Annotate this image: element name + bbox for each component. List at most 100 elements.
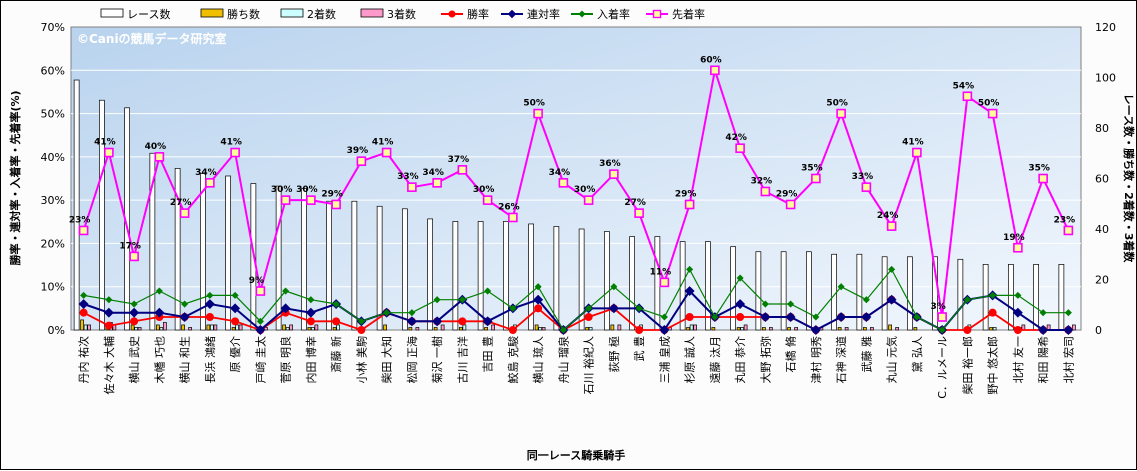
plot-area — [70, 26, 1082, 331]
right-tick-label: 40 — [1095, 223, 1109, 236]
category-label: 野中 悠太郎 — [986, 336, 1000, 395]
bar — [83, 324, 88, 331]
bar — [275, 185, 282, 331]
right-axis-ticks: 0 20 40 60 80 100 120 — [1095, 21, 1116, 337]
left-tick-label: 40% — [41, 151, 65, 164]
data-label: 41% — [902, 138, 924, 148]
series-marker — [988, 308, 997, 317]
bar — [528, 223, 534, 331]
bar — [351, 200, 358, 331]
bar — [181, 324, 185, 331]
data-label-layer: 23%41%17%40%27%34%41%9%30% 30% 29%39%41%33… — [69, 55, 1075, 312]
bar — [837, 327, 842, 331]
right-tick-label: 60 — [1095, 173, 1109, 186]
series-marker — [659, 325, 670, 335]
bar — [80, 319, 84, 331]
bar — [957, 258, 964, 331]
category-label: 小林 美駒 — [354, 336, 368, 384]
series-marker — [962, 91, 973, 102]
series-marker — [660, 313, 668, 321]
bar — [907, 256, 913, 331]
left-tick-label: 10% — [41, 281, 65, 294]
series-marker — [130, 317, 139, 326]
bar — [913, 327, 918, 331]
series-marker — [760, 312, 771, 322]
series-marker — [736, 313, 745, 322]
bar — [440, 324, 445, 331]
bar — [408, 327, 413, 331]
series-marker — [331, 199, 341, 210]
series-marker — [256, 317, 264, 325]
series-marker — [1038, 325, 1049, 335]
bar — [617, 324, 622, 331]
series-marker — [129, 251, 139, 262]
data-label: 33% — [852, 172, 874, 182]
series-marker — [1013, 326, 1022, 334]
legend-marker — [507, 9, 517, 19]
series-marker — [129, 307, 140, 318]
legend-swatch — [100, 8, 124, 18]
bar — [769, 327, 773, 331]
series-marker — [406, 316, 417, 327]
series-marker — [810, 325, 821, 335]
series-marker — [332, 300, 340, 308]
bar — [881, 256, 888, 331]
watermark: ©Caniの競馬データ研究室 — [77, 31, 227, 46]
series-marker — [761, 300, 769, 308]
series-marker — [432, 316, 443, 327]
bar — [1008, 264, 1014, 331]
category-label: 鮫島 克駿 — [506, 336, 520, 384]
category-label: 丸山 元気 — [885, 336, 899, 384]
category-label: 石神 深道 — [834, 336, 848, 384]
series-marker — [155, 287, 163, 295]
category-label: 柴田 大知 — [380, 336, 394, 384]
series-marker — [231, 291, 239, 299]
bar — [541, 327, 546, 331]
series-marker — [484, 287, 492, 295]
series-marker — [1038, 173, 1048, 184]
bar — [705, 241, 711, 331]
series-marker — [408, 309, 416, 317]
bar — [213, 324, 218, 331]
legend-label: 入着率 — [597, 7, 630, 21]
series-marker — [230, 147, 240, 158]
series-marker — [306, 317, 315, 326]
category-label: 舟山 瑠泉 — [556, 336, 570, 384]
category-label: 黛 弘人 — [911, 336, 924, 373]
bar — [206, 324, 211, 331]
bar — [1072, 324, 1076, 331]
series-marker — [154, 307, 165, 318]
category-label: 横山 和生 — [178, 336, 192, 384]
bar — [433, 327, 438, 331]
series-line — [82, 69, 1070, 318]
series-marker — [1063, 225, 1074, 236]
category-label: 吉田 豊 — [482, 336, 495, 373]
category-label: 北村 友一 — [1011, 336, 1025, 384]
series-marker — [735, 299, 746, 309]
series-marker — [130, 300, 138, 308]
data-label: 35% — [801, 164, 823, 174]
bar — [307, 327, 312, 331]
data-label: 17% — [119, 241, 141, 251]
series-marker — [659, 277, 670, 288]
bar — [856, 253, 863, 331]
bar — [231, 327, 236, 331]
data-label: 30% — [574, 185, 596, 195]
category-label: 三浦 皇成 — [657, 336, 671, 384]
data-label: 50% — [826, 99, 848, 109]
series-marker — [635, 304, 643, 312]
category-label: 木幡 巧也 — [152, 336, 166, 384]
series-marker — [357, 317, 365, 325]
series-marker — [785, 312, 796, 322]
category-label: 松岡 正海 — [405, 336, 419, 384]
legend-swatch — [200, 8, 224, 18]
data-label: 23% — [69, 215, 91, 225]
category-label: 荻野 極 — [607, 336, 621, 373]
bar — [336, 324, 340, 331]
data-label: 29% — [776, 189, 798, 199]
bar — [585, 327, 589, 331]
category-label: 丸田 恭介 — [734, 336, 747, 384]
data-label: 39% — [347, 146, 369, 156]
series-marker — [937, 312, 947, 322]
category-label: 石川 裕紀人 — [583, 336, 596, 395]
